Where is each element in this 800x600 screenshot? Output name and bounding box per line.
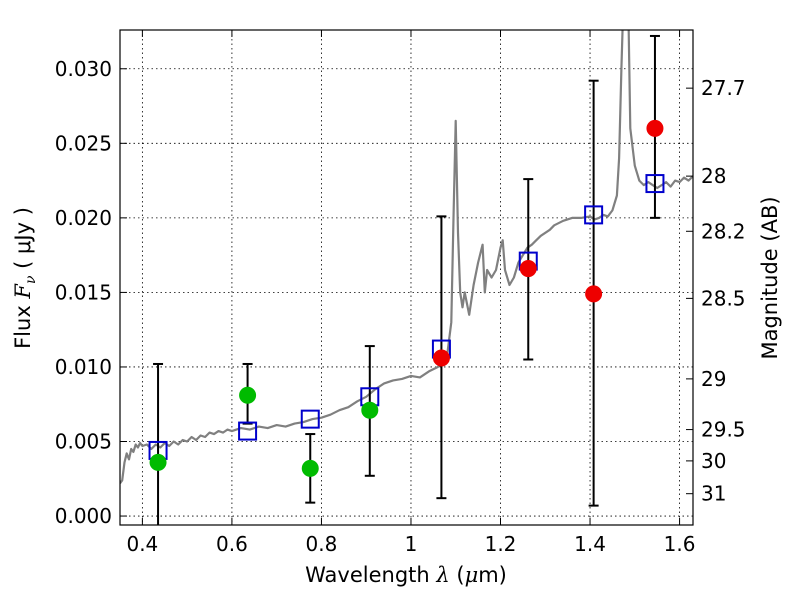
y2-tick-label: 31 <box>701 482 726 506</box>
y-tick-label: 0.015 <box>55 280 112 304</box>
y-tick-label: 0.030 <box>55 57 112 81</box>
x-tick-label: 1.4 <box>574 532 606 556</box>
y2-tick-label: 28 <box>701 164 726 188</box>
grid-layer <box>120 30 693 525</box>
spectrum-line <box>120 30 693 484</box>
x-tick-label: 1.6 <box>664 532 696 556</box>
y2-tick-label: 28.5 <box>701 286 746 310</box>
red-data-point <box>519 260 537 278</box>
y2-tick-label: 30 <box>701 449 726 473</box>
green-data-point <box>239 386 257 404</box>
x-tick-label: 1 <box>405 532 418 556</box>
tick-layer: 0.4 0.6 0.8 1 1.2 1.4 1.6 0.000 0.005 0.010 0.015 0… <box>55 30 746 556</box>
y2-tick-label: 29.5 <box>701 418 746 442</box>
y-tick-label: 0.005 <box>55 430 112 454</box>
green-data-point <box>149 453 167 471</box>
plot-frame <box>119 29 694 526</box>
x-tick-label: 0.6 <box>216 532 248 556</box>
x-tick-label: 0.4 <box>126 532 158 556</box>
y-axis-label: Flux Fν ( μJy ) <box>11 207 39 349</box>
y2-axis-label: Magnitude (AB) <box>758 196 782 359</box>
y-tick-label: 0.000 <box>55 504 112 528</box>
green-data-point <box>301 459 319 477</box>
x-tick-label: 0.8 <box>306 532 338 556</box>
y2-tick-label: 28.2 <box>701 219 746 243</box>
model-square-marker <box>238 421 258 441</box>
y2-tick-label: 29 <box>701 367 726 391</box>
model-square-marker <box>300 409 320 429</box>
y2-tick-label: 27.7 <box>701 76 746 100</box>
red-data-point <box>646 119 664 137</box>
y-tick-label: 0.010 <box>55 355 112 379</box>
red-data-point <box>432 349 450 367</box>
model-square-marker <box>584 205 604 225</box>
y-tick-label: 0.025 <box>55 131 112 155</box>
x-axis-label: Wavelength λ (μm) <box>305 563 507 587</box>
red-data-point <box>585 285 603 303</box>
data-layer <box>120 30 693 525</box>
green-data-point <box>361 401 379 419</box>
model-square-marker <box>645 174 665 194</box>
x-tick-label: 1.2 <box>485 532 517 556</box>
y-tick-label: 0.020 <box>55 206 112 230</box>
